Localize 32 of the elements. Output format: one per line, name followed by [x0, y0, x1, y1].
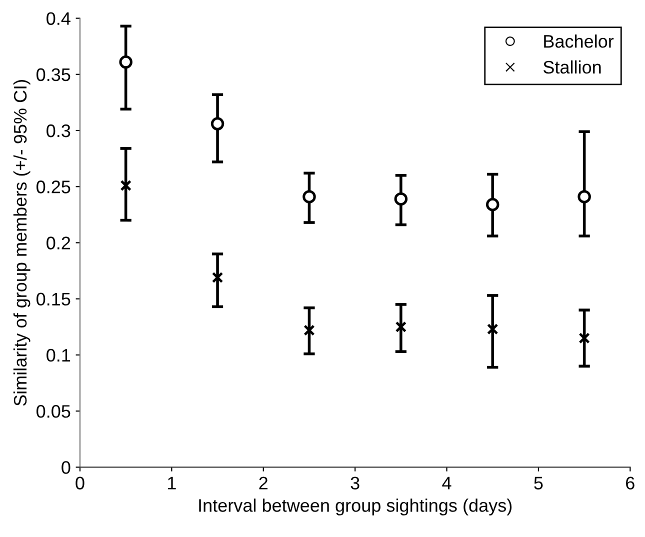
point: [120, 180, 132, 192]
y-tick-label: 0.4: [46, 12, 70, 25]
y-tick-label: 0.1: [46, 348, 70, 362]
x-tick-label: 5: [534, 476, 543, 490]
x-tick-label: 4: [442, 476, 452, 490]
legend-label: Bachelor: [544, 34, 614, 48]
point: [304, 324, 315, 336]
x-tick-label: 3: [350, 476, 360, 490]
point: [395, 321, 407, 333]
point: [486, 324, 498, 335]
x-axis-title: Interval between group sightings (days): [199, 498, 512, 516]
y-tick-label: 0.35: [36, 68, 70, 82]
x-tick-label: 1: [168, 476, 176, 490]
x-tick-label: 6: [626, 476, 634, 490]
point: [302, 190, 316, 204]
point: [486, 198, 500, 212]
point: [578, 332, 590, 344]
y-tick-label: 0.2: [46, 236, 70, 250]
y-tick-label: 0: [62, 461, 70, 474]
y-axis-title: Similarity of group members (+/- 95% CI): [13, 80, 30, 406]
y-tick-label: 0.05: [36, 405, 70, 418]
y-tick-label: 0.25: [36, 180, 70, 194]
y-tick-label: 0.15: [36, 292, 70, 306]
x-tick-label: 2: [259, 476, 268, 490]
y-tick-label: 0.3: [46, 124, 70, 138]
point: [578, 190, 591, 204]
legend-label: Stallion: [543, 60, 601, 74]
point: [119, 55, 132, 69]
point: [210, 117, 224, 130]
point: [212, 272, 224, 284]
point: [394, 192, 408, 206]
x-tick-label: 0: [76, 476, 84, 490]
